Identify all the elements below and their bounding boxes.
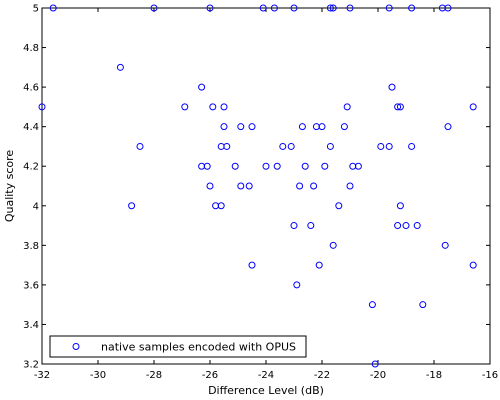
data-point <box>181 103 189 111</box>
x-tick-label: -16 <box>482 370 498 381</box>
data-point <box>259 4 267 12</box>
data-point <box>287 142 295 150</box>
x-tick-label: -18 <box>426 370 442 381</box>
data-point <box>136 142 144 150</box>
data-point <box>408 142 416 150</box>
data-point <box>402 222 410 230</box>
y-tick-label: 4 <box>33 201 39 212</box>
data-point <box>343 103 351 111</box>
data-point <box>396 103 404 111</box>
axis-ticks: -32 -30 -28 -26 -24 -22 -20 -18 -16 3.2 3.4 3.6 3.8 4… <box>23 4 498 382</box>
x-tick-label: -22 <box>314 370 330 381</box>
data-point <box>310 182 318 190</box>
data-point <box>220 123 228 131</box>
data-point <box>408 4 416 12</box>
y-axis-label: Quality score <box>3 150 16 223</box>
data-points <box>38 4 477 368</box>
data-point <box>354 162 362 170</box>
data-point <box>321 162 329 170</box>
data-point <box>346 4 354 12</box>
data-point <box>388 83 396 91</box>
data-point <box>413 222 421 230</box>
data-point <box>394 103 402 111</box>
data-point <box>326 4 334 12</box>
data-point <box>237 182 245 190</box>
data-point <box>206 4 214 12</box>
data-point <box>394 222 402 230</box>
data-point <box>298 123 306 131</box>
data-point <box>385 142 393 150</box>
data-point <box>248 123 256 131</box>
data-point <box>419 301 427 309</box>
x-tick-label: -28 <box>146 370 162 381</box>
data-point <box>441 241 449 249</box>
data-point <box>340 123 348 131</box>
data-point <box>49 4 57 12</box>
legend-box <box>49 335 307 358</box>
legend: native samples encoded with OPUS <box>49 335 307 358</box>
x-tick-label: -32 <box>34 370 50 381</box>
data-point <box>220 103 228 111</box>
x-tick-label: -26 <box>202 370 218 381</box>
data-point <box>290 222 298 230</box>
y-tick-label: 4.4 <box>23 122 39 133</box>
y-tick-label: 3.2 <box>23 360 39 371</box>
data-point <box>296 182 304 190</box>
data-point <box>346 182 354 190</box>
data-point <box>248 261 256 269</box>
data-point <box>301 162 309 170</box>
data-point <box>444 123 452 131</box>
data-point <box>385 4 393 12</box>
data-point <box>279 142 287 150</box>
plot-area <box>41 7 491 365</box>
data-point <box>262 162 270 170</box>
data-point <box>217 202 225 210</box>
data-point <box>326 142 334 150</box>
y-tick-label: 3.4 <box>23 320 39 331</box>
data-point <box>329 241 337 249</box>
x-tick-label: -30 <box>90 370 106 381</box>
data-point <box>329 4 337 12</box>
data-point <box>371 360 379 368</box>
x-tick-label: -20 <box>370 370 386 381</box>
data-point <box>290 4 298 12</box>
data-point <box>315 261 323 269</box>
data-point <box>245 182 253 190</box>
data-point <box>203 162 211 170</box>
y-tick-label: 5 <box>33 4 39 15</box>
data-point <box>116 63 124 71</box>
y-tick-label: 4.6 <box>23 83 39 94</box>
y-tick-label: 4.2 <box>23 162 39 173</box>
data-point <box>128 202 136 210</box>
y-tick-label: 3.6 <box>23 280 39 291</box>
data-point <box>270 4 278 12</box>
y-tick-label: 3.8 <box>23 241 39 252</box>
data-point <box>335 202 343 210</box>
legend-label: native samples encoded with OPUS <box>101 341 296 354</box>
data-point <box>293 281 301 289</box>
data-point <box>206 182 214 190</box>
data-point <box>38 103 46 111</box>
data-point <box>469 103 477 111</box>
data-point <box>273 162 281 170</box>
data-point <box>469 261 477 269</box>
legend-marker <box>72 343 80 350</box>
x-axis-label: Difference Level (dB) <box>208 384 324 397</box>
data-point <box>444 4 452 12</box>
data-point <box>209 103 217 111</box>
data-point <box>368 301 376 309</box>
data-point <box>307 222 315 230</box>
data-point <box>318 123 326 131</box>
y-tick-label: 4.8 <box>23 43 39 54</box>
data-point <box>237 123 245 131</box>
x-tick-label: -24 <box>258 370 274 381</box>
data-point <box>223 142 231 150</box>
data-point <box>150 4 158 12</box>
data-point <box>377 142 385 150</box>
data-point <box>396 202 404 210</box>
data-point <box>198 83 206 91</box>
data-point <box>231 162 239 170</box>
